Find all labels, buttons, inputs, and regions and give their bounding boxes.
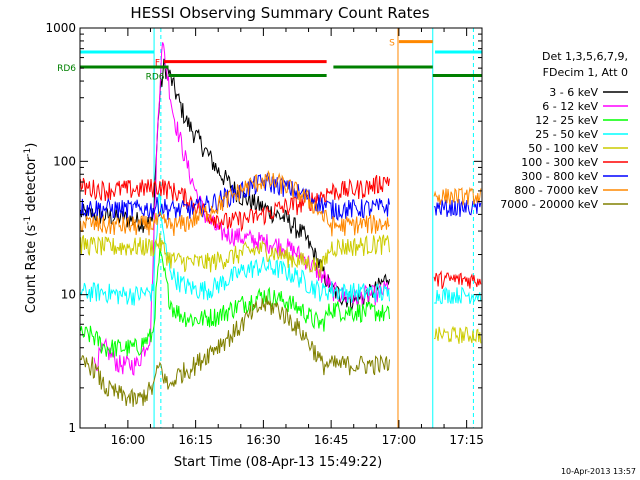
legend-entry-label: 25 - 50 keV [535, 128, 598, 141]
status-bar-label: RD6 [57, 64, 76, 74]
series-trace [80, 172, 390, 221]
series-trace [80, 58, 390, 311]
legend-entry-label: 800 - 7000 keV [514, 184, 598, 197]
series-line [80, 295, 390, 407]
series-trace-post [433, 186, 482, 206]
y-axis-label-sup2: -1 [23, 148, 33, 157]
y-tick-label: 1 [68, 421, 76, 435]
x-tick-label: 17:15 [449, 433, 484, 447]
series-trace [80, 233, 390, 278]
series-trace-post [433, 270, 482, 289]
status-bar-label: F [155, 59, 160, 69]
y-tick-label: 10 [61, 288, 76, 302]
plot-frame [79, 27, 483, 429]
status-bar-label: S [389, 39, 395, 49]
series-trace [80, 248, 390, 358]
legend-header-line1: Det 1,3,5,6,7,9, [542, 50, 628, 63]
series-line [80, 58, 390, 311]
legend-entry-label: 50 - 100 keV [528, 142, 598, 155]
series-line [80, 172, 482, 221]
y-axis-label: Count Rate (s-1 detector-1) [23, 143, 39, 314]
legend-entry-label: 6 - 12 keV [542, 100, 598, 113]
y-axis-label-end: ) [24, 143, 39, 148]
x-axis-label: Start Time (08-Apr-13 15:49:22) [174, 455, 382, 470]
series-line [80, 175, 482, 289]
series-line [80, 248, 390, 358]
legend-entry-label: 12 - 25 keV [535, 114, 598, 127]
series-line [80, 233, 482, 344]
series-trace [80, 169, 390, 237]
series-line [93, 42, 390, 376]
axes: 1 10 100 1000 16:00 16:15 16:30 16:45 17:00 17:15 [45, 21, 483, 447]
legend-header-line2: FDecim 1, Att 0 [543, 66, 628, 79]
legend-entry-label: 300 - 800 keV [521, 170, 598, 183]
y-axis-label-sup1: -1 [23, 216, 33, 225]
plot-area: F S RD6 RD6 [57, 28, 482, 428]
legend-entry-label: 3 - 6 keV [549, 86, 598, 99]
status-bar-label: RD6 [146, 73, 165, 83]
series-trace-post [434, 325, 482, 344]
y-axis-label-main: Count Rate (s [24, 225, 39, 314]
legend-entry-label: 100 - 300 keV [521, 156, 598, 169]
x-tick-label: 16:00 [111, 433, 146, 447]
series-trace [93, 42, 390, 376]
x-tick-label: 16:15 [178, 433, 213, 447]
series-trace-post [433, 286, 482, 305]
x-tick-label: 17:00 [382, 433, 417, 447]
y-tick-label: 100 [53, 154, 76, 168]
series-trace-post [433, 198, 482, 217]
chart-title: HESSI Observing Summary Count Rates [130, 4, 429, 22]
legend: Det 1,3,5,6,7,9, FDecim 1, Att 0 3 - 6 k… [500, 50, 628, 211]
y-tick-label: 1000 [45, 21, 76, 35]
x-tick-label: 16:45 [314, 433, 349, 447]
series-trace [80, 175, 390, 233]
footer-date: 10-Apr-2013 13:57 [561, 467, 636, 476]
legend-entry-label: 7000 - 20000 keV [500, 198, 598, 211]
series-trace [80, 191, 390, 306]
y-axis-label-mid: detector [24, 156, 39, 216]
series-line [80, 191, 482, 306]
series-trace [80, 295, 390, 407]
series-line [80, 169, 482, 237]
x-tick-label: 16:30 [246, 433, 281, 447]
